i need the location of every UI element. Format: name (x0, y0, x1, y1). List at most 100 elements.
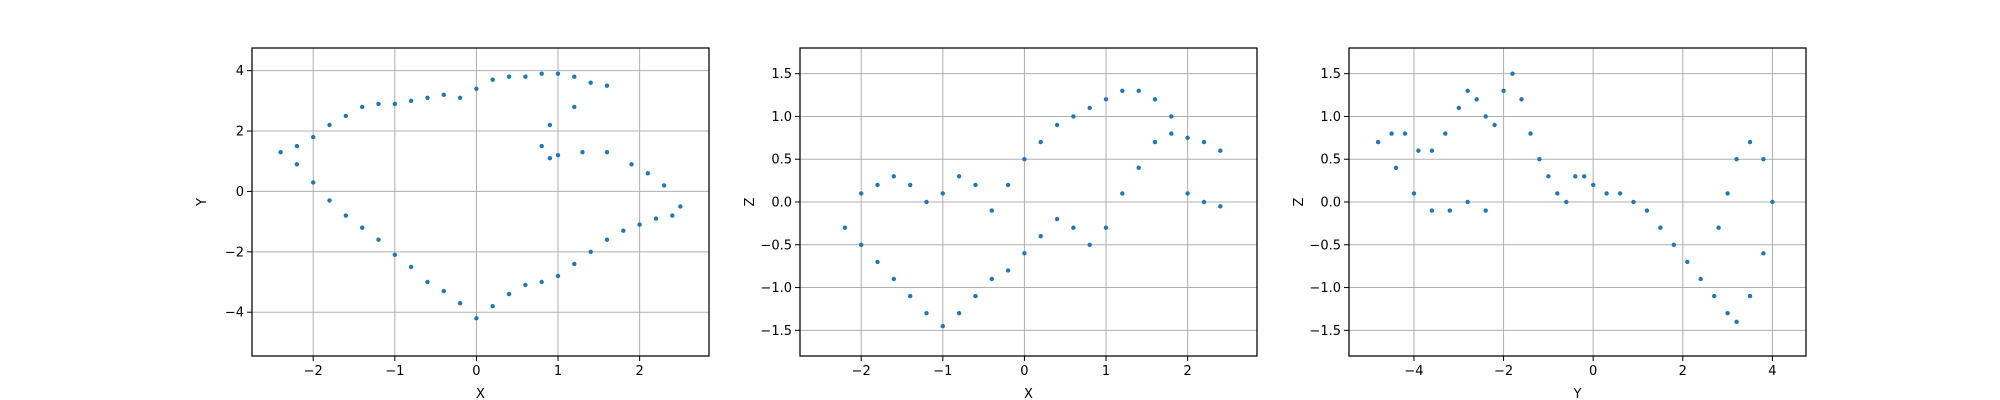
y-tick-label: 0 (236, 185, 244, 200)
x-tick-label: 2 (1679, 364, 1687, 379)
y-tick-label: 0.5 (1320, 153, 1341, 168)
y-tick-label: 4 (236, 64, 244, 79)
scatter-point (555, 71, 561, 76)
scatter-point (1447, 208, 1453, 213)
scatter-point (1389, 131, 1394, 136)
scatter-point (572, 74, 577, 79)
scatter-point (1456, 105, 1462, 111)
scatter-point (1054, 216, 1060, 222)
y-tick-label: −1.0 (760, 281, 792, 296)
scatter-point (1761, 251, 1766, 256)
scatter-point (653, 216, 659, 221)
scatter-point (1087, 242, 1092, 247)
scatter-point (989, 208, 994, 213)
y-axis-label: Y (195, 198, 210, 207)
scatter-point (1022, 157, 1027, 162)
scatter-point (441, 288, 446, 294)
scatter-point (1604, 191, 1609, 196)
scatter-point (1071, 225, 1076, 230)
scatter-point (588, 249, 593, 254)
scatter-point (547, 156, 553, 161)
scatter-point (1734, 157, 1739, 162)
scatter-point (1555, 191, 1560, 196)
scatter-point (555, 153, 561, 158)
scatter-point (294, 162, 300, 167)
scatter-point (1103, 225, 1109, 230)
scatter-point (474, 316, 479, 321)
scatter-point (1038, 234, 1043, 239)
scatter-point (1573, 174, 1578, 179)
scatter-point (1185, 191, 1190, 196)
scatter-point (908, 182, 913, 188)
scatter-point (1501, 88, 1506, 94)
x-tick-label: −1 (933, 364, 952, 379)
x-tick-label: −2 (1494, 364, 1513, 379)
x-tick-label: 2 (635, 364, 643, 379)
scatter-point (1201, 199, 1207, 205)
y-tick-label: 2 (236, 125, 244, 140)
scatter-point (1443, 131, 1448, 136)
scatter-point (645, 171, 650, 176)
plot-x-vs-y: −2 −1 0 1 2 −4 −2 0 2 4 X Y (195, 47, 710, 400)
scatter-point (327, 198, 332, 203)
scatter-point (506, 74, 512, 79)
scatter-point (924, 199, 929, 205)
scatter-point (1537, 157, 1542, 162)
y-tick-label: 1.0 (771, 110, 792, 125)
scatter-point (1698, 276, 1703, 282)
scatter-point (1734, 319, 1739, 324)
scatter-point (1747, 139, 1753, 145)
scatter-point (1761, 157, 1766, 162)
scatter-point (842, 225, 848, 230)
scatter-point (875, 259, 880, 265)
scatter-point (859, 242, 864, 247)
scatter-point (425, 95, 430, 101)
scatter-point (1152, 97, 1158, 102)
y-tick-label: 0.5 (771, 153, 792, 168)
scatter-point (360, 225, 365, 230)
scatter-point (327, 122, 332, 128)
x-tick-label: 0 (1589, 364, 1597, 379)
y-tick-label: −0.5 (1309, 238, 1341, 253)
plot-y-vs-z: −4 −2 0 2 4 −1.5 −1.0 −0.5 0.0 0.5 1.0 1.5 Y Z (1292, 47, 1807, 400)
scatter-point (506, 291, 512, 297)
scatter-point (1465, 88, 1470, 94)
scatter-point (539, 279, 544, 285)
scatter-point (891, 174, 896, 179)
scatter-point (1685, 259, 1690, 265)
scatter-point (1411, 191, 1417, 196)
scatter-point (1519, 97, 1524, 102)
scatter-point (1393, 165, 1399, 170)
x-axis-label: X (476, 387, 485, 400)
scatter-point (1564, 199, 1569, 205)
scatter-point (343, 213, 348, 218)
scatter-point (572, 104, 577, 110)
y-axis-label: Z (743, 197, 758, 206)
scatter-point (1152, 139, 1158, 145)
scatter-point (604, 150, 610, 155)
y-tick-label: 1.5 (1320, 67, 1341, 82)
y-tick-label: −1.5 (1309, 324, 1341, 339)
x-axis-label: X (1024, 387, 1033, 400)
scatter-point (1658, 225, 1663, 230)
scatter-point (376, 237, 381, 242)
x-tick-label: 0 (1020, 364, 1028, 379)
scatter-point (1591, 182, 1596, 188)
scatter-point (670, 213, 675, 218)
scatter-point (572, 261, 577, 267)
scatter-point (1617, 191, 1623, 196)
scatter-point (547, 122, 553, 128)
scatter-point (1546, 174, 1551, 179)
scatter-point (539, 143, 544, 149)
scatter-point (621, 228, 626, 233)
scatter-point (1528, 131, 1533, 136)
y-tick-label: −2 (225, 245, 244, 260)
scatter-point (474, 86, 479, 92)
scatter-point (1631, 199, 1636, 205)
x-tick-label: −4 (1404, 364, 1423, 379)
scatter-point (1582, 174, 1587, 179)
scatter-point (1038, 139, 1043, 145)
scatter-point (1103, 97, 1109, 102)
scatter-point (1169, 114, 1174, 119)
scatter-point (392, 101, 397, 107)
